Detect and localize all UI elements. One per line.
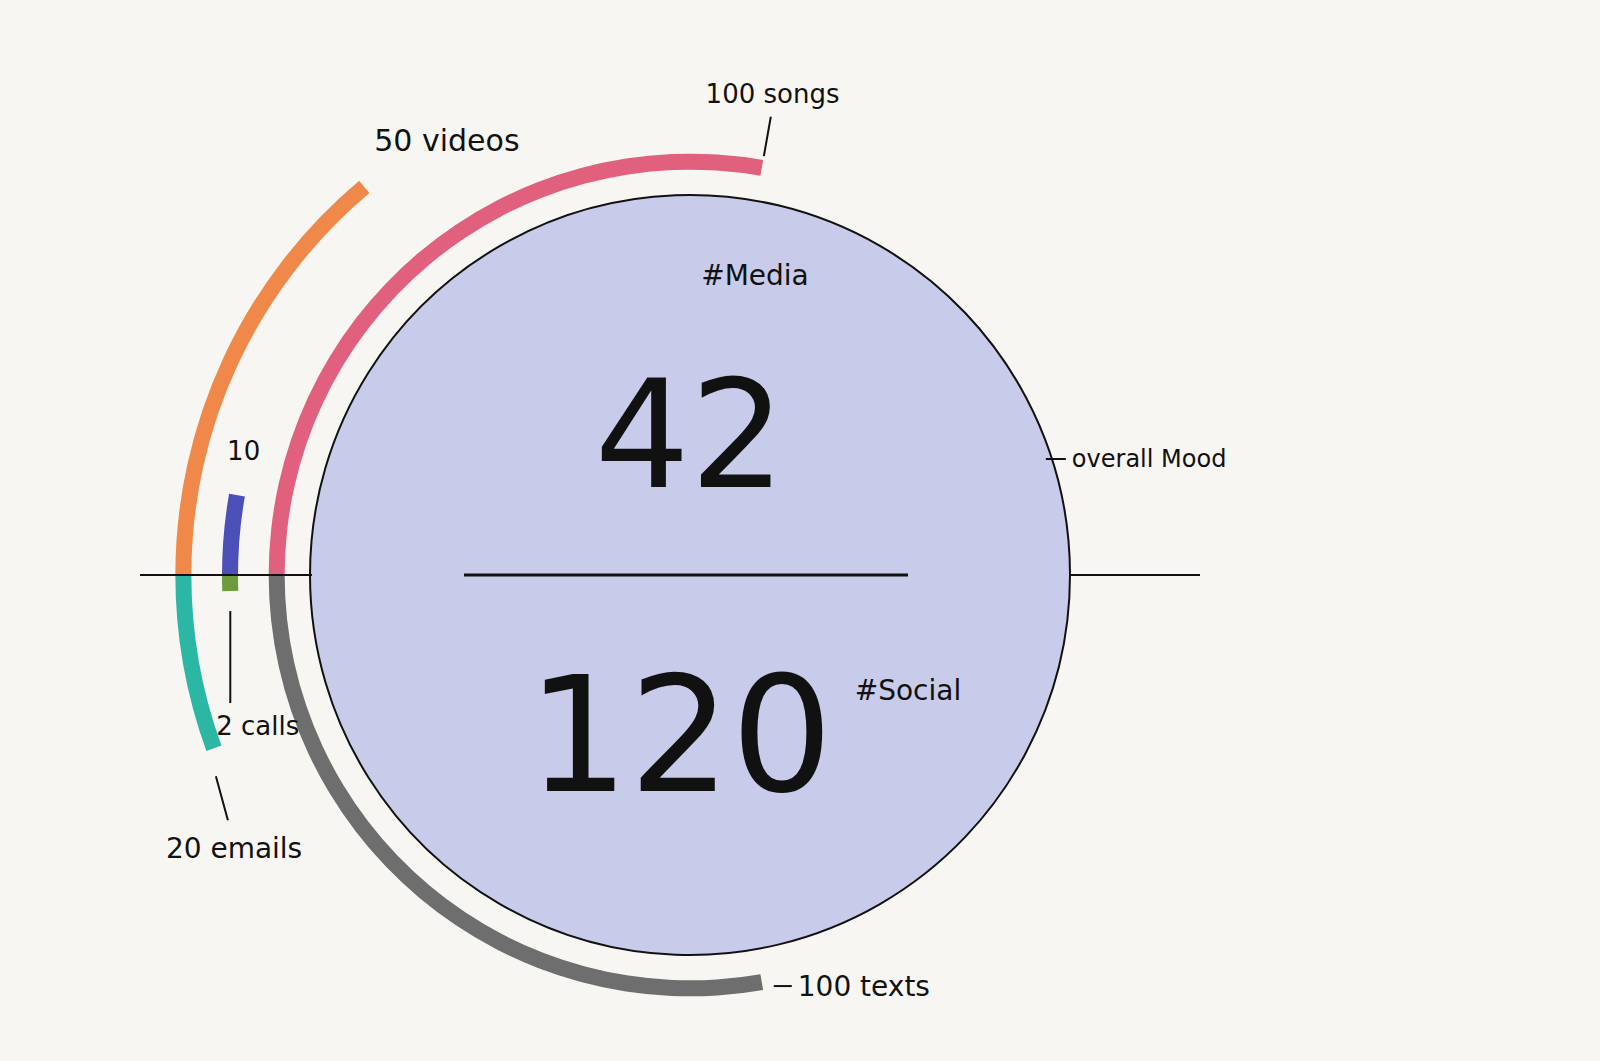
svg-text:42: 42 <box>595 348 786 522</box>
svg-text:10: 10 <box>227 436 260 466</box>
svg-text:100 songs: 100 songs <box>706 79 840 109</box>
svg-text:50 videos: 50 videos <box>374 123 519 158</box>
svg-text:#Social: #Social <box>855 674 961 707</box>
svg-text:overall Mood: overall Mood <box>1072 445 1227 473</box>
svg-text:#Media: #Media <box>701 259 809 292</box>
svg-text:20 emails: 20 emails <box>166 832 302 865</box>
svg-text:120: 120 <box>527 642 832 829</box>
svg-text:2 calls: 2 calls <box>216 711 299 741</box>
svg-text:100 texts: 100 texts <box>798 970 930 1003</box>
